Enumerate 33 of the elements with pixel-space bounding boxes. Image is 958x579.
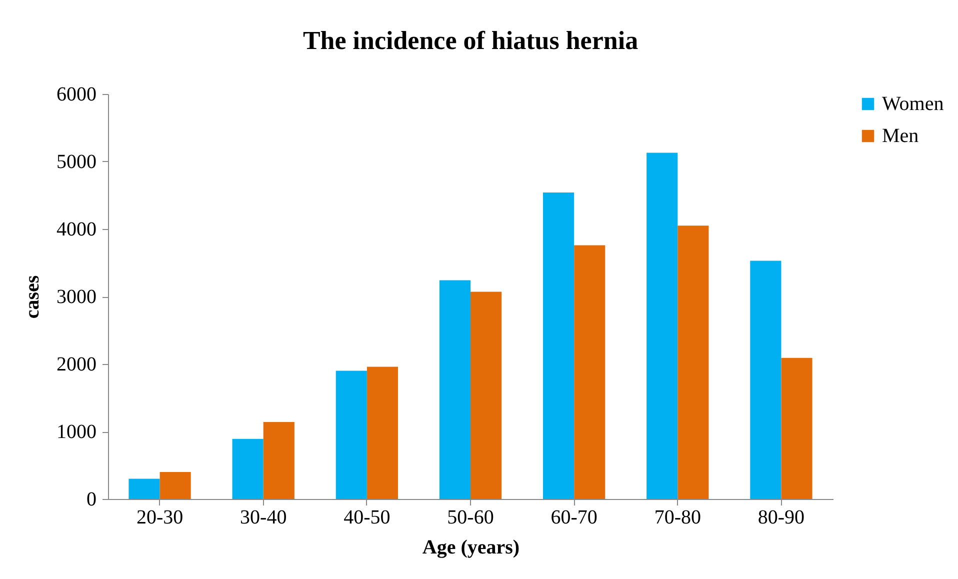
y-tick-label: 0 [86, 488, 96, 510]
x-tick-label: 80-90 [758, 506, 805, 528]
y-tick-label: 1000 [56, 421, 96, 443]
bar [128, 478, 160, 499]
y-tick-label: 3000 [56, 286, 96, 308]
bar [574, 245, 606, 499]
bar [781, 358, 812, 499]
x-tick-label: 60-70 [550, 506, 598, 528]
bar [336, 370, 367, 499]
bar [750, 260, 782, 499]
x-tick-label: 30-40 [240, 506, 287, 528]
x-tick-label: 50-60 [447, 506, 494, 528]
x-tick-label: 20-30 [136, 506, 184, 528]
y-tick-label: 2000 [56, 354, 96, 376]
bar [263, 422, 294, 499]
x-axis-title: Age (years) [422, 536, 520, 558]
y-axis-title: cases [22, 275, 44, 319]
bar [646, 152, 678, 499]
legend-label: Men [882, 125, 919, 147]
y-tick-label: 5000 [56, 151, 96, 173]
bar [470, 292, 502, 499]
bar [439, 280, 470, 499]
bar [678, 226, 709, 499]
legend-label: Women [882, 93, 944, 115]
x-tick-label: 70-80 [654, 506, 701, 528]
bar [160, 472, 191, 499]
bar [543, 192, 574, 499]
y-tick-label: 6000 [56, 84, 96, 106]
x-tick-label: 40-50 [344, 506, 390, 528]
chart-title: The incidence of hiatus hernia [302, 26, 638, 55]
y-tick-label: 4000 [56, 218, 96, 240]
bar [366, 366, 398, 499]
bar [232, 438, 264, 499]
